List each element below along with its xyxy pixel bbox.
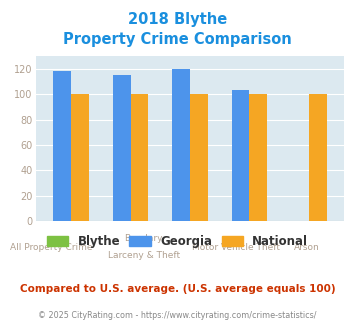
Bar [172,69,190,221]
Text: Burglary: Burglary [124,234,163,243]
Bar [113,75,131,221]
Text: Larceny & Theft: Larceny & Theft [108,251,180,260]
Text: Property Crime Comparison: Property Crime Comparison [63,32,292,47]
Bar [53,71,71,221]
Legend: Blythe, Georgia, National: Blythe, Georgia, National [42,231,313,253]
Bar [249,94,267,221]
Text: Motor Vehicle Theft: Motor Vehicle Theft [192,243,280,251]
Text: © 2025 CityRating.com - https://www.cityrating.com/crime-statistics/: © 2025 CityRating.com - https://www.city… [38,311,317,320]
Text: Arson: Arson [294,243,320,251]
Text: All Property Crime: All Property Crime [10,243,92,251]
Bar [309,94,327,221]
Text: Compared to U.S. average. (U.S. average equals 100): Compared to U.S. average. (U.S. average … [20,284,335,294]
Bar [131,94,148,221]
Bar [190,94,208,221]
Bar [71,94,89,221]
Text: 2018 Blythe: 2018 Blythe [128,12,227,27]
Bar [231,90,249,221]
